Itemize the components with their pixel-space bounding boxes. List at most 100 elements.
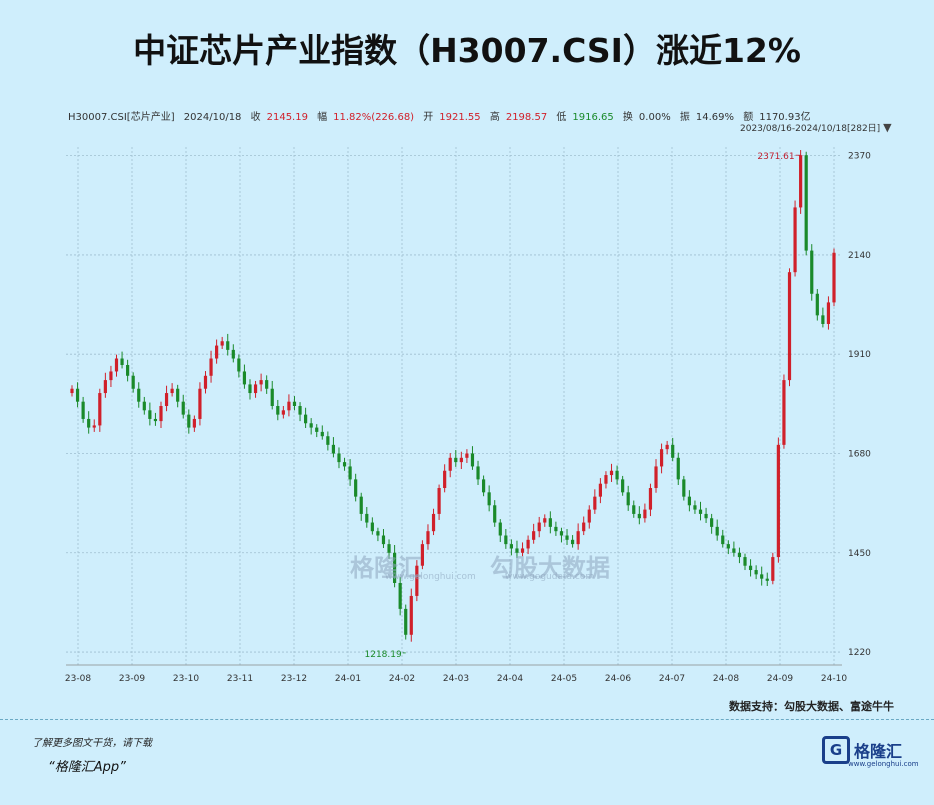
candle-body [354, 479, 358, 497]
candle-body [342, 462, 347, 467]
candle-body [304, 414, 308, 424]
data-source: 数据支持：勾股大数据、富途牛牛 [729, 700, 894, 713]
candle-body [626, 492, 630, 506]
candle-body [682, 479, 686, 497]
x-tick-label: 23-11 [227, 674, 253, 684]
candle-body [748, 565, 753, 571]
x-tick-label: 23-10 [173, 674, 199, 684]
candle-body [743, 557, 747, 566]
candle-body [376, 531, 380, 536]
candle-body [776, 444, 780, 558]
candle-body [459, 457, 463, 463]
candle-body [671, 444, 675, 458]
y-tick-label: 1220 [848, 648, 871, 658]
candle-body [648, 488, 653, 510]
date-range-selector[interactable]: 2023/08/16-2024/10/18[282日] ▼ [740, 121, 892, 134]
quote-date: 2024/10/18 [183, 112, 242, 123]
candle-body [443, 470, 447, 489]
candle-body [159, 406, 163, 422]
candle-body [298, 406, 302, 415]
watermark-gogudata: 勾股大数据 [490, 554, 610, 582]
triangle-down-icon[interactable]: ▼ [883, 121, 892, 134]
quote-info-bar: H30007.CSI[芯片产业] 2024/10/18 收 2145.19 幅 11… [68, 108, 817, 123]
low-label: 低 [556, 112, 567, 123]
change-value: 11.82%(226.68) [333, 112, 415, 123]
candle-body [131, 375, 135, 389]
amplitude-value: 14.69% [695, 112, 735, 123]
candle-body [782, 380, 786, 445]
candle-body [570, 539, 575, 545]
candle-body [114, 358, 119, 372]
low-annotation: 1218.19 [365, 650, 402, 660]
candle-body [548, 518, 552, 527]
candle-body [470, 453, 475, 467]
footer-divider [0, 719, 934, 720]
candle-body [793, 207, 797, 273]
candle-body [526, 539, 530, 549]
candle-body [187, 414, 191, 428]
candle-body [437, 488, 441, 514]
candle-body [315, 427, 319, 432]
candle-body [215, 345, 219, 359]
index-code: H30007.CSI[芯片产业] [68, 112, 175, 123]
amount-value: 1170.93亿 [759, 112, 811, 123]
candle-body [754, 570, 758, 575]
candle-body [598, 483, 602, 497]
candle-body [604, 475, 608, 484]
x-tick-label: 23-08 [65, 674, 91, 684]
candle-body [431, 513, 436, 532]
candle-body [265, 380, 269, 389]
candle-body [387, 544, 391, 553]
candle-body [765, 578, 769, 581]
app-name: “格隆汇App” [48, 760, 126, 775]
close-label: 收 [250, 112, 261, 123]
candle-body [103, 380, 107, 394]
candle-body [126, 364, 130, 376]
logo-g-icon: G [822, 736, 850, 764]
y-tick-label: 1680 [848, 449, 871, 459]
candle-body [520, 548, 525, 553]
candle-body [92, 425, 96, 428]
candle-body [637, 513, 641, 519]
candle-body [448, 457, 452, 471]
candle-body [481, 479, 486, 493]
candle-body [565, 535, 569, 540]
candle-body [476, 466, 480, 480]
candle-body [75, 388, 80, 402]
candle-body [732, 548, 736, 553]
candle-body [654, 466, 658, 489]
x-tick-label: 23-09 [119, 674, 145, 684]
candle-body [98, 393, 102, 426]
candle-body [582, 522, 586, 532]
candle-body [270, 388, 274, 406]
x-tick-label: 23-12 [281, 674, 307, 684]
candle-body [737, 552, 742, 558]
candle-body [203, 375, 208, 389]
candle-body [659, 449, 664, 467]
candle-body [120, 358, 124, 365]
candle-body [164, 393, 169, 406]
candle-body [493, 505, 497, 523]
candle-body [320, 431, 324, 437]
candle-body [281, 410, 285, 415]
candle-body [821, 315, 825, 324]
candle-body [815, 293, 819, 316]
candle-body [226, 341, 230, 350]
change-label: 幅 [317, 112, 328, 123]
open-value: 1921.55 [439, 112, 481, 123]
candle-body [137, 388, 141, 402]
candle-body [537, 522, 541, 532]
candle-body [715, 526, 719, 536]
candle-body [253, 384, 258, 394]
candle-body [237, 358, 241, 372]
promo-text: 了解更多图文干货，请下载 [32, 738, 152, 749]
candle-body [621, 479, 625, 493]
candle-body [771, 557, 775, 581]
x-tick-label: 24-01 [335, 674, 361, 684]
candle-body [487, 492, 491, 506]
candle-body [170, 388, 174, 394]
candle-body [454, 457, 458, 463]
candle-body [220, 341, 224, 346]
candle-body [392, 552, 397, 583]
candle-body [826, 302, 831, 324]
